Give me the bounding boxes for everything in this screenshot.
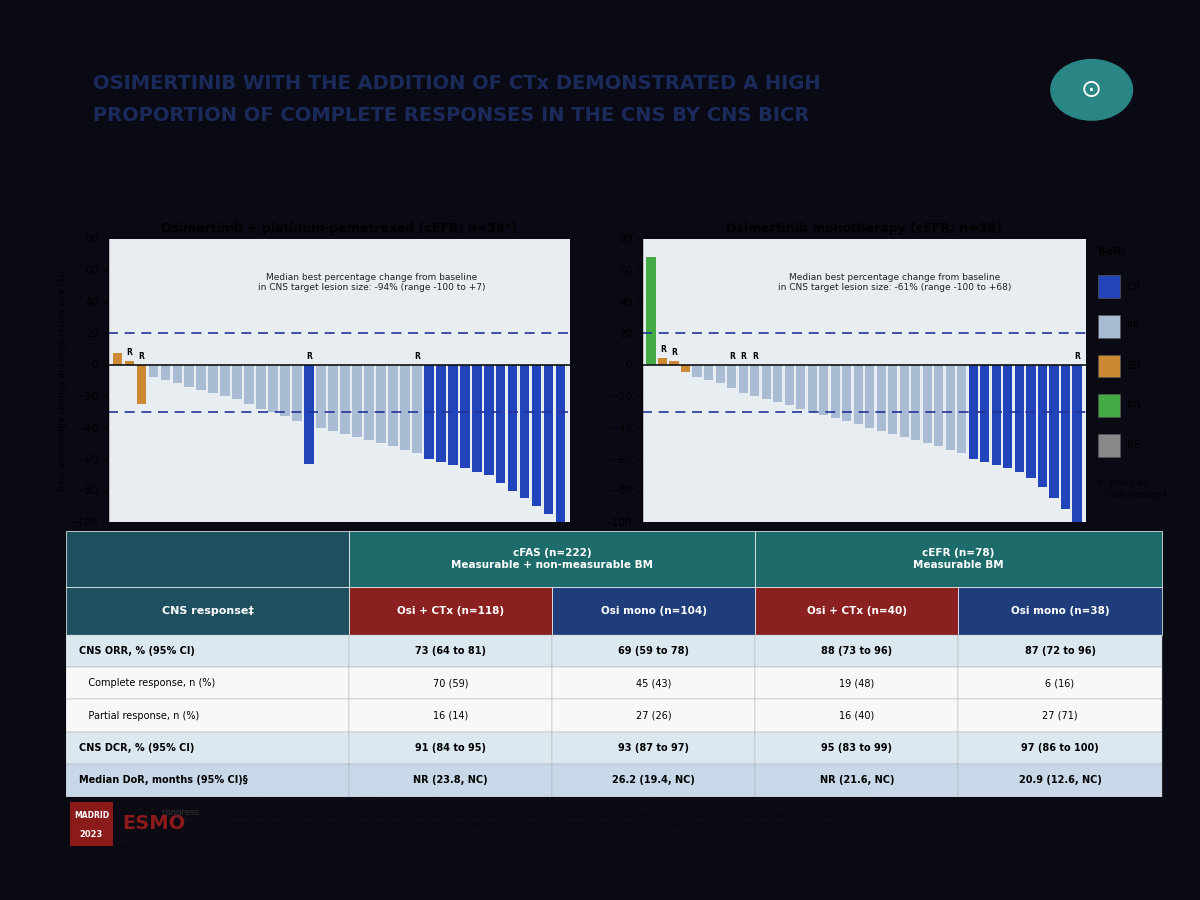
Text: R: R: [414, 352, 420, 361]
Bar: [876, 364, 886, 430]
FancyBboxPatch shape: [349, 634, 552, 667]
Text: R: R: [1074, 352, 1080, 361]
FancyBboxPatch shape: [755, 699, 959, 732]
Bar: [1026, 364, 1036, 478]
FancyBboxPatch shape: [349, 764, 552, 796]
FancyBboxPatch shape: [1098, 355, 1120, 377]
Text: R: R: [306, 352, 312, 361]
Bar: [173, 364, 182, 383]
Bar: [472, 364, 481, 472]
Text: SD: SD: [1127, 361, 1141, 371]
Text: DCR, disease control rate; DoR, duration of response; mono, monotherapy; NC, not: DCR, disease control rate; DoR, duration…: [70, 829, 845, 834]
Text: CR: CR: [1127, 282, 1141, 292]
Bar: [865, 364, 875, 427]
Bar: [853, 364, 863, 425]
Title: Osimertinib monotherapy (cEFR; n=38): Osimertinib monotherapy (cEFR; n=38): [726, 221, 1002, 235]
Bar: [647, 257, 656, 364]
Text: 6 (16): 6 (16): [1045, 678, 1074, 688]
Text: R: R: [728, 352, 734, 361]
Bar: [125, 362, 134, 364]
Bar: [842, 364, 852, 421]
Bar: [1003, 364, 1013, 468]
Bar: [923, 364, 932, 444]
Bar: [946, 364, 955, 450]
Bar: [340, 364, 350, 434]
Bar: [692, 364, 702, 377]
Bar: [436, 364, 445, 463]
Text: NE: NE: [1127, 440, 1141, 451]
Bar: [820, 364, 828, 415]
Bar: [658, 358, 667, 365]
Bar: [149, 364, 158, 377]
Bar: [1061, 364, 1070, 509]
Bar: [968, 364, 978, 459]
Bar: [888, 364, 898, 434]
FancyBboxPatch shape: [66, 531, 349, 587]
Bar: [424, 364, 433, 459]
Text: R: R: [138, 352, 144, 361]
Text: 16 (14): 16 (14): [433, 710, 468, 721]
Bar: [1049, 364, 1058, 499]
FancyBboxPatch shape: [959, 634, 1162, 667]
Bar: [808, 364, 817, 412]
FancyBboxPatch shape: [66, 699, 349, 732]
Text: congress: congress: [162, 807, 199, 816]
Text: 88 (73 to 96): 88 (73 to 96): [821, 645, 893, 656]
Bar: [197, 364, 206, 390]
Text: cEFR (n=78)
Measurable BM: cEFR (n=78) Measurable BM: [913, 548, 1003, 570]
FancyBboxPatch shape: [349, 587, 552, 634]
Text: 73 (64 to 81): 73 (64 to 81): [415, 645, 486, 656]
Text: PD: PD: [1127, 400, 1141, 410]
Text: CNS DCR, % (95% CI): CNS DCR, % (95% CI): [79, 742, 194, 753]
FancyBboxPatch shape: [755, 764, 959, 796]
Text: Osi mono (n=38): Osi mono (n=38): [1010, 606, 1109, 616]
Bar: [221, 364, 230, 396]
FancyBboxPatch shape: [349, 667, 552, 699]
Bar: [412, 364, 421, 453]
Text: 70 (59): 70 (59): [433, 678, 468, 688]
Text: R: R: [740, 352, 746, 361]
Text: Median DoR, months (95% CI)§: Median DoR, months (95% CI)§: [79, 775, 248, 786]
FancyBboxPatch shape: [755, 732, 959, 764]
Bar: [750, 364, 760, 396]
FancyBboxPatch shape: [959, 764, 1162, 796]
Bar: [233, 364, 242, 400]
Text: 16 (40): 16 (40): [839, 710, 875, 721]
Bar: [556, 364, 565, 522]
Text: R: R: [660, 346, 666, 355]
Bar: [460, 364, 469, 468]
Text: 93 (87 to 97): 93 (87 to 97): [618, 742, 689, 753]
Bar: [448, 364, 457, 465]
FancyBboxPatch shape: [755, 667, 959, 699]
Text: NR (23.8, NC): NR (23.8, NC): [413, 775, 488, 786]
Text: 26.2 (19.4, NC): 26.2 (19.4, NC): [612, 775, 695, 786]
Bar: [980, 364, 990, 463]
Bar: [304, 364, 314, 464]
FancyBboxPatch shape: [66, 634, 349, 667]
Bar: [137, 364, 146, 404]
Bar: [785, 364, 794, 405]
Text: R: R: [127, 348, 132, 357]
FancyBboxPatch shape: [66, 587, 349, 634]
Bar: [484, 364, 493, 475]
FancyBboxPatch shape: [552, 587, 755, 634]
FancyBboxPatch shape: [552, 667, 755, 699]
FancyBboxPatch shape: [1098, 434, 1120, 457]
Text: Osi mono (n=104): Osi mono (n=104): [601, 606, 707, 616]
Text: Osi + CTx (n=40): Osi + CTx (n=40): [806, 606, 907, 616]
FancyBboxPatch shape: [755, 587, 959, 634]
Bar: [762, 364, 770, 400]
Bar: [670, 362, 679, 364]
Text: 87 (72 to 96): 87 (72 to 96): [1025, 645, 1096, 656]
FancyBboxPatch shape: [552, 699, 755, 732]
Bar: [364, 364, 374, 440]
Bar: [544, 364, 553, 514]
Bar: [1072, 364, 1081, 522]
FancyBboxPatch shape: [959, 587, 1162, 634]
FancyBboxPatch shape: [552, 634, 755, 667]
FancyBboxPatch shape: [959, 732, 1162, 764]
Bar: [113, 354, 122, 364]
FancyBboxPatch shape: [1098, 275, 1120, 298]
Bar: [245, 364, 254, 404]
FancyBboxPatch shape: [349, 732, 552, 764]
